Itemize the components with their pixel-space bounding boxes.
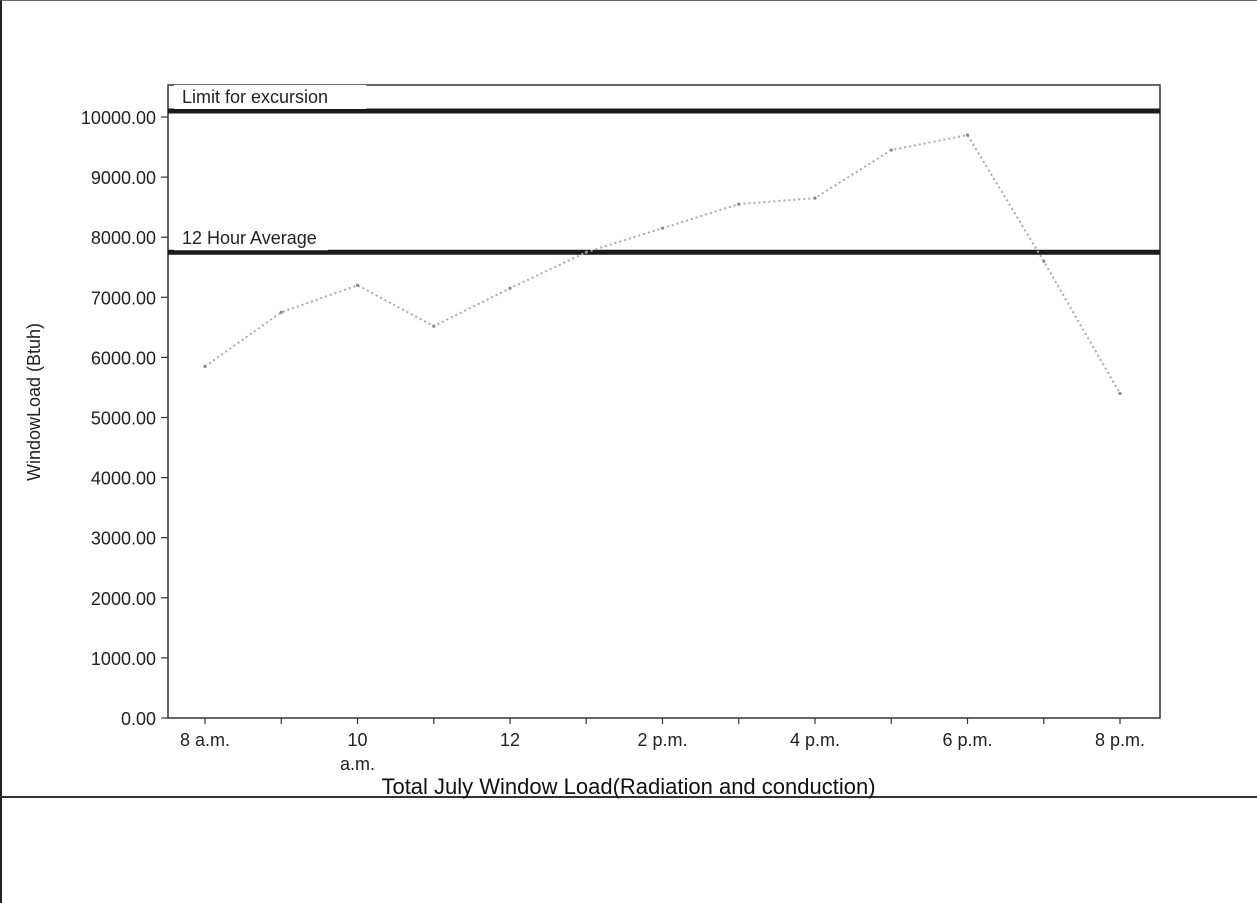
y-tick-label: 2000.00: [91, 589, 156, 609]
x-tick-label: 12: [500, 730, 520, 750]
data-point: [1042, 259, 1046, 263]
data-point: [660, 226, 665, 230]
x-tick-label: 8 a.m.: [180, 730, 230, 750]
reference-label-bg: [174, 226, 328, 251]
y-tick-label: 0.00: [121, 709, 156, 729]
data-point: [432, 324, 436, 328]
data-point: [203, 364, 207, 369]
x-tick-label: 6 p.m.: [942, 730, 992, 750]
x-tick-label: 2 p.m.: [637, 730, 687, 750]
y-tick-label: 10000.00: [81, 108, 156, 128]
data-point: [889, 148, 893, 152]
y-tick-label: 8000.00: [91, 228, 156, 248]
data-point: [508, 286, 512, 290]
data-point: [355, 283, 360, 287]
data-point: [737, 202, 741, 206]
y-tick-label: 5000.00: [91, 409, 156, 429]
chart-title: Total July Window Load(Radiation and con…: [381, 774, 876, 799]
data-point: [1118, 391, 1122, 396]
reference-line-label: 12 Hour Average: [182, 228, 317, 248]
y-tick-label: 7000.00: [91, 288, 156, 308]
x-tick-label: 8 p.m.: [1095, 730, 1145, 750]
y-axis-label: WindowLoad (Btuh): [24, 323, 44, 481]
y-tick-label: 3000.00: [91, 529, 156, 549]
data-point: [584, 250, 588, 254]
y-tick-label: 9000.00: [91, 168, 156, 188]
reference-line-label: Limit for excursion: [182, 87, 328, 107]
x-tick-label: 10: [347, 730, 367, 750]
reference-lines: Limit for excursion 12 Hour Average: [168, 84, 1160, 255]
x-axis-ticks: 8 a.m. 10 a.m. 12 2 p.m. 4 p.m. 6 p.m. 8 p.m.: [180, 718, 1145, 774]
y-tick-label: 6000.00: [91, 348, 156, 368]
x-tick-label: a.m.: [340, 754, 375, 774]
data-point: [813, 196, 817, 200]
reference-label-bg: [174, 84, 367, 109]
x-tick-label: 4 p.m.: [790, 730, 840, 750]
y-axis-ticks: 0.00 1000.00 2000.00 3000.00 4000.00 5000.00 6…: [81, 108, 168, 729]
y-tick-label: 4000.00: [91, 469, 156, 489]
data-point: [279, 310, 283, 314]
y-tick-label: 1000.00: [91, 649, 156, 669]
data-point: [965, 133, 970, 137]
plot-area: [167, 84, 1161, 719]
series-layer: [203, 133, 1122, 396]
